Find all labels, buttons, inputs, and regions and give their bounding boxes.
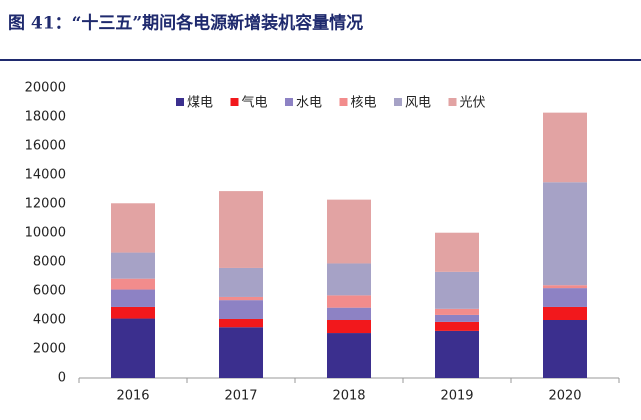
y-tick-label: 0 — [58, 371, 66, 386]
bar-segment — [543, 288, 587, 307]
bar-segment — [327, 320, 371, 334]
x-tick-label: 2016 — [116, 389, 149, 404]
bar-segment — [435, 308, 479, 315]
bar-segment — [435, 271, 479, 309]
bar-segment — [111, 306, 155, 319]
bar-segment — [219, 327, 263, 378]
legend-swatch — [339, 98, 348, 106]
y-tick-label: 8000 — [33, 255, 66, 270]
y-tick-label: 4000 — [33, 313, 66, 328]
x-tick-label: 2017 — [224, 389, 257, 404]
bar-segment — [219, 318, 263, 328]
bar-segment — [543, 112, 587, 183]
bar-segment — [327, 333, 371, 378]
y-tick-label: 18000 — [25, 110, 66, 125]
legend-label: 风电 — [405, 96, 431, 111]
bar-segment — [219, 300, 263, 319]
bar-segment — [435, 232, 479, 272]
legend-label: 核电 — [351, 96, 377, 111]
legend-swatch — [285, 98, 293, 106]
bar-segment — [327, 199, 371, 264]
bar-segment — [435, 321, 479, 331]
bar-segment — [219, 267, 263, 297]
y-tick-label: 6000 — [33, 284, 66, 299]
legend-swatch — [394, 98, 402, 106]
bar-segment — [111, 318, 155, 378]
legend-swatch — [176, 98, 184, 106]
y-tick-label: 10000 — [25, 226, 66, 241]
bar-segment — [111, 252, 155, 279]
bar-segment — [543, 306, 587, 320]
bar-segment — [111, 203, 155, 253]
x-tick-label: 2018 — [332, 389, 365, 404]
x-tick-label: 2020 — [548, 389, 581, 404]
legend-swatch — [448, 98, 457, 106]
y-tick-label: 2000 — [33, 342, 66, 357]
chart-title: 图 41：“十三五”期间各电源新增装机容量情况 — [8, 13, 363, 34]
legend-label: 光伏 — [460, 96, 486, 111]
bar-segment — [435, 314, 479, 322]
legend-label: 水电 — [296, 96, 322, 111]
legend-label: 煤电 — [187, 96, 213, 111]
bar-segment — [219, 296, 263, 301]
bar-segment — [327, 295, 371, 308]
bar-segment — [327, 263, 371, 296]
legend-swatch — [230, 98, 239, 106]
bar-segment — [543, 182, 587, 286]
y-tick-label: 12000 — [25, 197, 66, 212]
bar-segment — [111, 278, 155, 290]
y-tick-label: 14000 — [25, 168, 66, 183]
bar-segment — [543, 285, 587, 289]
legend-label: 气电 — [242, 95, 268, 111]
bar-segment — [219, 191, 263, 268]
bar-segment — [327, 307, 371, 320]
bar-segment — [543, 320, 587, 378]
bar-segment — [111, 289, 155, 307]
bar-segment — [435, 330, 479, 378]
y-tick-label: 20000 — [25, 81, 66, 96]
x-tick-label: 2019 — [440, 389, 473, 404]
y-tick-label: 16000 — [25, 139, 66, 154]
